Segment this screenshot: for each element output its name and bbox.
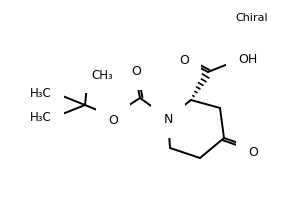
Text: O: O	[179, 54, 189, 67]
Text: OH: OH	[238, 52, 258, 65]
Text: O: O	[108, 113, 118, 126]
Text: CH₃: CH₃	[91, 69, 113, 82]
Text: N: N	[163, 112, 173, 125]
Text: O: O	[248, 146, 258, 159]
Text: O: O	[131, 64, 141, 77]
Text: H₃C: H₃C	[30, 111, 52, 124]
Text: Chiral: Chiral	[236, 13, 268, 23]
Text: H₃C: H₃C	[30, 86, 52, 99]
